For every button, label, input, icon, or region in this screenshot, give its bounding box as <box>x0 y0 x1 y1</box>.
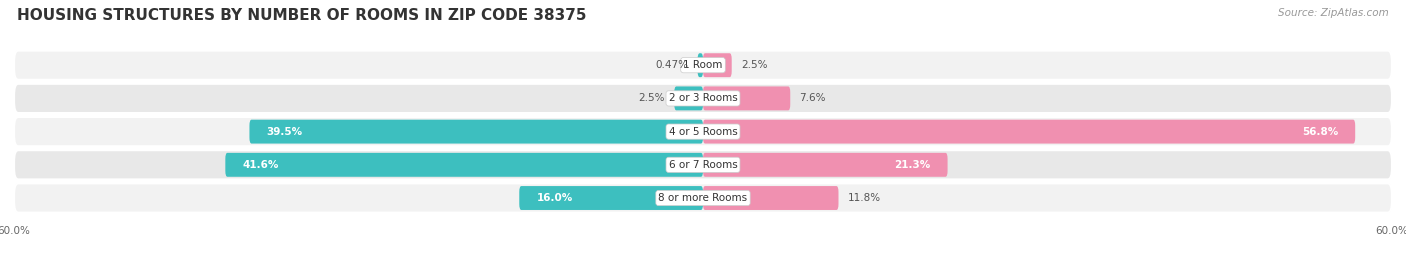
Text: 7.6%: 7.6% <box>800 93 825 103</box>
Text: 8 or more Rooms: 8 or more Rooms <box>658 193 748 203</box>
FancyBboxPatch shape <box>14 150 1392 180</box>
FancyBboxPatch shape <box>675 86 703 110</box>
FancyBboxPatch shape <box>703 53 731 77</box>
Text: 39.5%: 39.5% <box>267 127 302 137</box>
FancyBboxPatch shape <box>14 84 1392 113</box>
Text: 2 or 3 Rooms: 2 or 3 Rooms <box>669 93 737 103</box>
Text: 56.8%: 56.8% <box>1302 127 1339 137</box>
FancyBboxPatch shape <box>225 153 703 177</box>
FancyBboxPatch shape <box>703 86 790 110</box>
Text: 4 or 5 Rooms: 4 or 5 Rooms <box>669 127 737 137</box>
Text: 16.0%: 16.0% <box>537 193 572 203</box>
Text: 1 Room: 1 Room <box>683 60 723 70</box>
Text: 41.6%: 41.6% <box>243 160 278 170</box>
Text: 11.8%: 11.8% <box>848 193 880 203</box>
FancyBboxPatch shape <box>703 186 838 210</box>
Text: Source: ZipAtlas.com: Source: ZipAtlas.com <box>1278 8 1389 18</box>
FancyBboxPatch shape <box>249 120 703 144</box>
Text: 2.5%: 2.5% <box>638 93 665 103</box>
Text: 21.3%: 21.3% <box>894 160 931 170</box>
FancyBboxPatch shape <box>519 186 703 210</box>
FancyBboxPatch shape <box>14 183 1392 213</box>
FancyBboxPatch shape <box>703 120 1355 144</box>
FancyBboxPatch shape <box>14 117 1392 146</box>
Text: HOUSING STRUCTURES BY NUMBER OF ROOMS IN ZIP CODE 38375: HOUSING STRUCTURES BY NUMBER OF ROOMS IN… <box>17 8 586 23</box>
Text: 2.5%: 2.5% <box>741 60 768 70</box>
FancyBboxPatch shape <box>703 153 948 177</box>
FancyBboxPatch shape <box>697 53 703 77</box>
Text: 6 or 7 Rooms: 6 or 7 Rooms <box>669 160 737 170</box>
FancyBboxPatch shape <box>14 50 1392 80</box>
Text: 0.47%: 0.47% <box>655 60 689 70</box>
